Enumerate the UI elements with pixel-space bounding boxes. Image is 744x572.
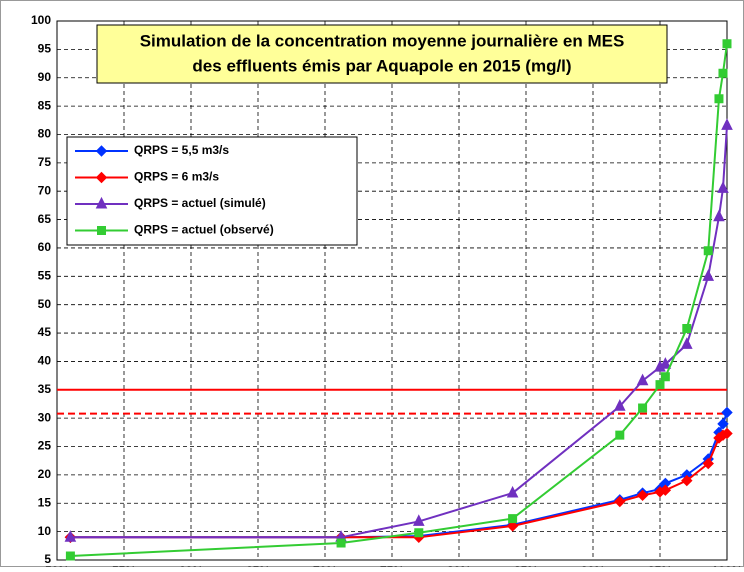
marker — [702, 269, 715, 281]
marker — [412, 514, 425, 526]
marker — [660, 372, 670, 382]
legend-label: QRPS = 5,5 m3/s — [134, 143, 229, 157]
title-box — [96, 24, 668, 84]
marker — [702, 457, 714, 470]
y-tick-label: 65 — [38, 212, 52, 226]
marker — [659, 357, 672, 369]
marker — [713, 209, 725, 222]
marker — [682, 324, 692, 334]
marker — [722, 39, 732, 49]
marker — [680, 337, 693, 349]
y-tick-label: 5 — [44, 552, 51, 566]
marker — [721, 406, 733, 419]
y-tick-label: 75 — [38, 155, 52, 169]
y-tick-label: 30 — [38, 410, 52, 424]
marker — [714, 94, 724, 104]
chart-title: des effluents émis par Aquapole en 2015 … — [192, 56, 571, 75]
legend-label: QRPS = actuel (observé) — [134, 223, 274, 237]
legend-marker — [95, 145, 108, 157]
marker — [336, 538, 346, 548]
legend-label: QRPS = actuel (simulé) — [134, 196, 266, 210]
y-tick-label: 45 — [38, 325, 52, 339]
chart-title: Simulation de la concentration moyenne j… — [140, 31, 625, 50]
y-tick-label: 100 — [31, 13, 51, 27]
marker — [506, 520, 519, 532]
marker — [614, 495, 626, 508]
y-tick-label: 60 — [38, 240, 52, 254]
legend-marker — [95, 171, 108, 184]
y-tick-label: 85 — [38, 98, 52, 112]
y-tick-label: 20 — [38, 467, 52, 481]
y-tick-label: 40 — [38, 354, 52, 368]
y-tick-label: 35 — [38, 382, 52, 396]
marker — [615, 430, 625, 440]
marker — [636, 373, 649, 386]
legend-marker — [97, 226, 106, 235]
marker — [681, 474, 693, 487]
y-tick-label: 50 — [38, 297, 52, 311]
marker — [64, 530, 77, 542]
marker — [721, 118, 733, 130]
marker — [638, 403, 648, 413]
y-tick-label: 10 — [38, 524, 52, 538]
marker — [65, 551, 75, 561]
marker — [508, 514, 518, 524]
y-tick-label: 80 — [38, 127, 52, 141]
marker — [659, 484, 672, 496]
marker — [721, 427, 733, 440]
marker — [636, 489, 649, 502]
marker — [655, 380, 665, 390]
marker — [703, 246, 713, 256]
marker — [717, 418, 729, 430]
legend-marker — [95, 196, 108, 209]
legend-label: QRPS = 6 m3/s — [134, 170, 219, 184]
y-tick-label: 90 — [38, 70, 52, 84]
marker — [718, 68, 728, 78]
y-tick-label: 25 — [38, 439, 52, 453]
marker — [613, 399, 626, 411]
y-tick-label: 70 — [38, 183, 52, 197]
y-tick-label: 15 — [38, 495, 52, 509]
marker — [506, 485, 519, 498]
legend — [66, 136, 358, 246]
marker — [414, 528, 424, 538]
marker — [717, 181, 729, 193]
y-tick-label: 55 — [38, 268, 52, 282]
y-tick-label: 95 — [38, 42, 52, 56]
